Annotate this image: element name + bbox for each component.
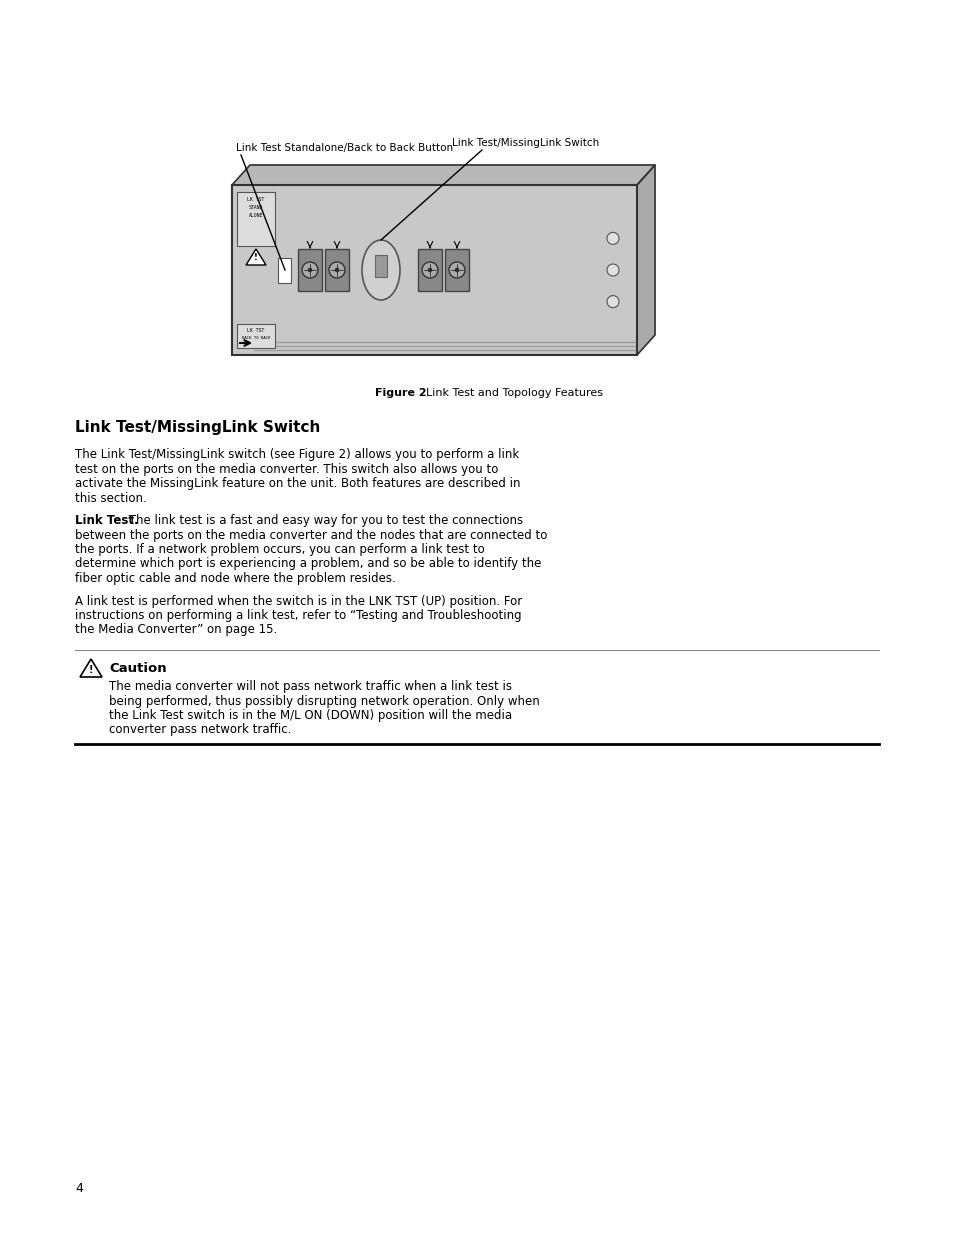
Text: Link Test.: Link Test. bbox=[75, 514, 138, 527]
Circle shape bbox=[449, 262, 464, 278]
Polygon shape bbox=[232, 165, 655, 185]
Polygon shape bbox=[637, 165, 655, 354]
Text: between the ports on the media converter and the nodes that are connected to: between the ports on the media converter… bbox=[75, 529, 547, 541]
Circle shape bbox=[606, 295, 618, 308]
FancyBboxPatch shape bbox=[232, 185, 637, 354]
Text: the Link Test switch is in the M/L ON (DOWN) position will the media: the Link Test switch is in the M/L ON (D… bbox=[109, 709, 512, 722]
Text: The media converter will not pass network traffic when a link test is: The media converter will not pass networ… bbox=[109, 680, 512, 693]
Text: Link Test/MissingLink Switch: Link Test/MissingLink Switch bbox=[75, 420, 320, 435]
Text: The Link Test/MissingLink switch (see Figure 2) allows you to perform a link: The Link Test/MissingLink switch (see Fi… bbox=[75, 448, 518, 461]
Text: activate the MissingLink feature on the unit. Both features are described in: activate the MissingLink feature on the … bbox=[75, 477, 520, 490]
Text: converter pass network traffic.: converter pass network traffic. bbox=[109, 724, 291, 736]
Text: LK TST: LK TST bbox=[247, 198, 264, 203]
Text: the ports. If a network problem occurs, you can perform a link test to: the ports. If a network problem occurs, … bbox=[75, 543, 484, 556]
Text: ALONE: ALONE bbox=[249, 212, 263, 219]
FancyBboxPatch shape bbox=[325, 249, 349, 291]
FancyBboxPatch shape bbox=[297, 249, 322, 291]
Circle shape bbox=[335, 268, 338, 272]
Text: STAND: STAND bbox=[249, 205, 263, 210]
Circle shape bbox=[606, 264, 618, 275]
Text: Link Test and Topology Features: Link Test and Topology Features bbox=[418, 388, 602, 398]
Polygon shape bbox=[246, 249, 266, 266]
Text: the Media Converter” on page 15.: the Media Converter” on page 15. bbox=[75, 624, 277, 636]
Text: Figure 2: Figure 2 bbox=[375, 388, 426, 398]
Text: !: ! bbox=[89, 664, 93, 676]
Text: determine which port is experiencing a problem, and so be able to identify the: determine which port is experiencing a p… bbox=[75, 557, 540, 571]
Circle shape bbox=[606, 232, 618, 245]
Text: The link test is a fast and easy way for you to test the connections: The link test is a fast and easy way for… bbox=[125, 514, 522, 527]
FancyBboxPatch shape bbox=[444, 249, 469, 291]
Text: being performed, thus possibly disrupting network operation. Only when: being performed, thus possibly disruptin… bbox=[109, 694, 539, 708]
Circle shape bbox=[308, 268, 312, 272]
Circle shape bbox=[455, 268, 458, 272]
Text: 4: 4 bbox=[75, 1182, 83, 1195]
Circle shape bbox=[428, 268, 432, 272]
Polygon shape bbox=[80, 659, 102, 677]
Text: fiber optic cable and node where the problem resides.: fiber optic cable and node where the pro… bbox=[75, 572, 395, 585]
FancyBboxPatch shape bbox=[375, 254, 387, 277]
Text: !: ! bbox=[253, 253, 257, 262]
Text: Caution: Caution bbox=[109, 662, 167, 676]
Text: LK TST: LK TST bbox=[247, 329, 264, 333]
Circle shape bbox=[421, 262, 437, 278]
Text: Link Test Standalone/Back to Back Button: Link Test Standalone/Back to Back Button bbox=[235, 143, 453, 153]
Text: Link Test/MissingLink Switch: Link Test/MissingLink Switch bbox=[452, 138, 598, 148]
Text: test on the ports on the media converter. This switch also allows you to: test on the ports on the media converter… bbox=[75, 462, 497, 475]
Text: BACK TO BACK: BACK TO BACK bbox=[241, 336, 270, 340]
Text: this section.: this section. bbox=[75, 492, 147, 505]
FancyBboxPatch shape bbox=[417, 249, 441, 291]
FancyBboxPatch shape bbox=[236, 324, 274, 348]
FancyBboxPatch shape bbox=[236, 191, 274, 246]
Circle shape bbox=[329, 262, 345, 278]
Ellipse shape bbox=[361, 240, 399, 300]
Circle shape bbox=[302, 262, 317, 278]
Text: A link test is performed when the switch is in the LNK TST (UP) position. For: A link test is performed when the switch… bbox=[75, 594, 521, 608]
Text: instructions on performing a link test, refer to “Testing and Troubleshooting: instructions on performing a link test, … bbox=[75, 609, 521, 622]
FancyBboxPatch shape bbox=[278, 258, 292, 283]
